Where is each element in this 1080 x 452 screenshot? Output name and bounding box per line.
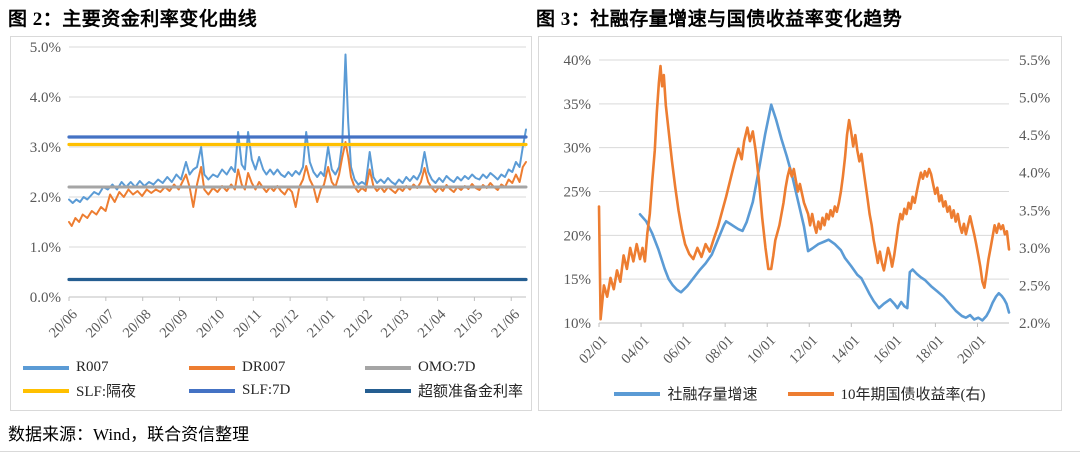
svg-text:5.0%: 5.0% [1019,91,1050,107]
svg-text:40%: 40% [564,53,592,69]
figure-3-chart-panel: 40% 35% 30% 25% 20% 15% 10% 5.5% 5.0% 4.5% 4.0% 3.5… [538,36,1062,411]
legend-swatch [365,388,411,393]
legend-swatch [189,365,235,370]
svg-text:4.0%: 4.0% [1019,166,1050,182]
svg-text:21/01: 21/01 [304,307,339,342]
svg-text:21/06: 21/06 [488,307,523,342]
legend-item-10年期国债收益率(右): 10年期国债收益率(右) [787,383,986,404]
svg-text:3.0%: 3.0% [30,140,61,156]
x-axis [598,322,1009,327]
svg-text:2.0%: 2.0% [30,190,61,206]
y-axis-labels: 5.0% 4.0% 3.0% 2.0% 1.0% 0.0% [30,40,61,306]
legend-label: 社融存量增速 [667,387,758,403]
svg-text:20%: 20% [564,228,592,244]
svg-text:20/01: 20/01 [955,333,990,368]
svg-text:15%: 15% [564,272,592,288]
svg-text:5.0%: 5.0% [30,40,61,56]
legend-item-SLF:隔夜: SLF:隔夜 [23,380,189,401]
svg-text:10/01: 10/01 [744,333,779,368]
legend-label: SLF:7D [242,382,291,398]
svg-text:20/11: 20/11 [231,307,265,341]
svg-text:14/01: 14/01 [828,333,863,368]
legend-label: 10年期国债收益率(右) [840,387,986,403]
figure-2-chart-panel: 5.0% 4.0% 3.0% 2.0% 1.0% 0.0% 20/06 20/07 20/08 2… [10,36,532,411]
svg-text:18/01: 18/01 [913,333,948,368]
svg-text:2.0%: 2.0% [1019,316,1050,332]
svg-text:3.5%: 3.5% [1019,203,1050,219]
svg-text:4.5%: 4.5% [1019,128,1050,144]
svg-text:06/01: 06/01 [660,333,695,368]
legend-label: R007 [76,359,109,375]
figure-2-title: 图 2：主要资金利率变化曲线 [8,9,258,30]
legend-item-SLF:7D: SLF:7D [189,380,365,401]
figure-3-title: 图 3：社融存量增速与国债收益率变化趋势 [536,9,903,30]
legend-swatch [23,365,69,370]
legend-label: SLF:隔夜 [76,384,137,400]
legend-item-超额准备金利率: 超额准备金利率 [365,380,523,401]
legend-item-DR007: DR007 [189,359,365,376]
right-y-axis-labels: 5.5% 5.0% 4.5% 4.0% 3.5% 3.0% 2.5% 2.0% [1019,53,1050,332]
svg-text:02/01: 02/01 [576,333,611,368]
svg-text:20/09: 20/09 [157,307,192,342]
svg-text:16/01: 16/01 [870,333,905,368]
figure-2-chart-canvas: 5.0%4.0%3.0%2.0%1.0%0.0%20/06 20/07 20/08 2… [30,40,528,341]
figure-3-legend: 社融存量增速 10年期国债收益率(右) [539,383,1061,404]
svg-text:0.0%: 0.0% [30,290,61,306]
figure-3-chart-canvas: 40% 35% 30% 25% 20% 15% 10% 5.5% 5.0% 4.5% 4.0% 3.5… [564,53,1051,368]
legend-swatch [614,391,661,396]
x-axis-labels: 02/01 04/01 06/01 08/01 10/01 12/01 14/01 16/01… [576,333,989,368]
legend-item-R007: R007 [23,359,189,376]
series-R007 [68,53,527,204]
x-axis [68,296,526,301]
legend-label: 超额准备金利率 [418,384,524,400]
svg-text:5.5%: 5.5% [1019,53,1050,69]
svg-text:04/01: 04/01 [618,333,653,368]
series-DR007 [68,141,527,227]
svg-text:21/02: 21/02 [341,307,376,342]
svg-text:12/01: 12/01 [786,333,821,368]
legend-swatch [189,388,235,393]
svg-text:10%: 10% [564,316,592,332]
legend-swatch [23,388,69,393]
svg-text:4.0%: 4.0% [30,90,61,106]
svg-text:1.0%: 1.0% [30,240,61,256]
legend-swatch [365,365,411,370]
legend-item-OMO:7D: OMO:7D [365,359,523,376]
svg-text:21/05: 21/05 [452,307,487,342]
legend-label: DR007 [242,359,286,375]
svg-text:21/04: 21/04 [415,306,450,341]
gridlines [599,59,1009,324]
legend-label: OMO:7D [418,359,476,375]
svg-text:30%: 30% [564,141,592,157]
svg-text:35%: 35% [564,97,592,113]
series-10年期国债收益率(右) [597,64,1011,321]
svg-text:20/08: 20/08 [120,307,155,342]
svg-text:20/12: 20/12 [267,307,302,342]
legend-item-社融存量增速: 社融存量增速 [614,383,758,404]
series-社融存量增速 [638,103,1011,322]
svg-text:25%: 25% [564,185,592,201]
svg-text:20/06: 20/06 [46,307,81,342]
data-source-note: 数据来源：Wind，联合资信整理 [8,425,250,444]
figure-2-legend: R007 DR007 OMO:7D SLF:隔夜 SLF:7D 超额准备金利率 [11,359,531,401]
svg-text:3.0%: 3.0% [1019,241,1050,257]
svg-text:20/07: 20/07 [83,307,118,342]
svg-text:21/03: 21/03 [378,307,413,342]
svg-text:08/01: 08/01 [702,333,737,368]
y-axis-labels: 40% 35% 30% 25% 20% 15% 10% [564,53,592,332]
x-axis-labels: 20/06 20/07 20/08 20/09 20/10 20/11 20/12 21/01… [46,306,523,341]
legend-swatch [787,391,834,396]
svg-text:20/10: 20/10 [194,307,229,342]
svg-text:2.5%: 2.5% [1019,278,1050,294]
